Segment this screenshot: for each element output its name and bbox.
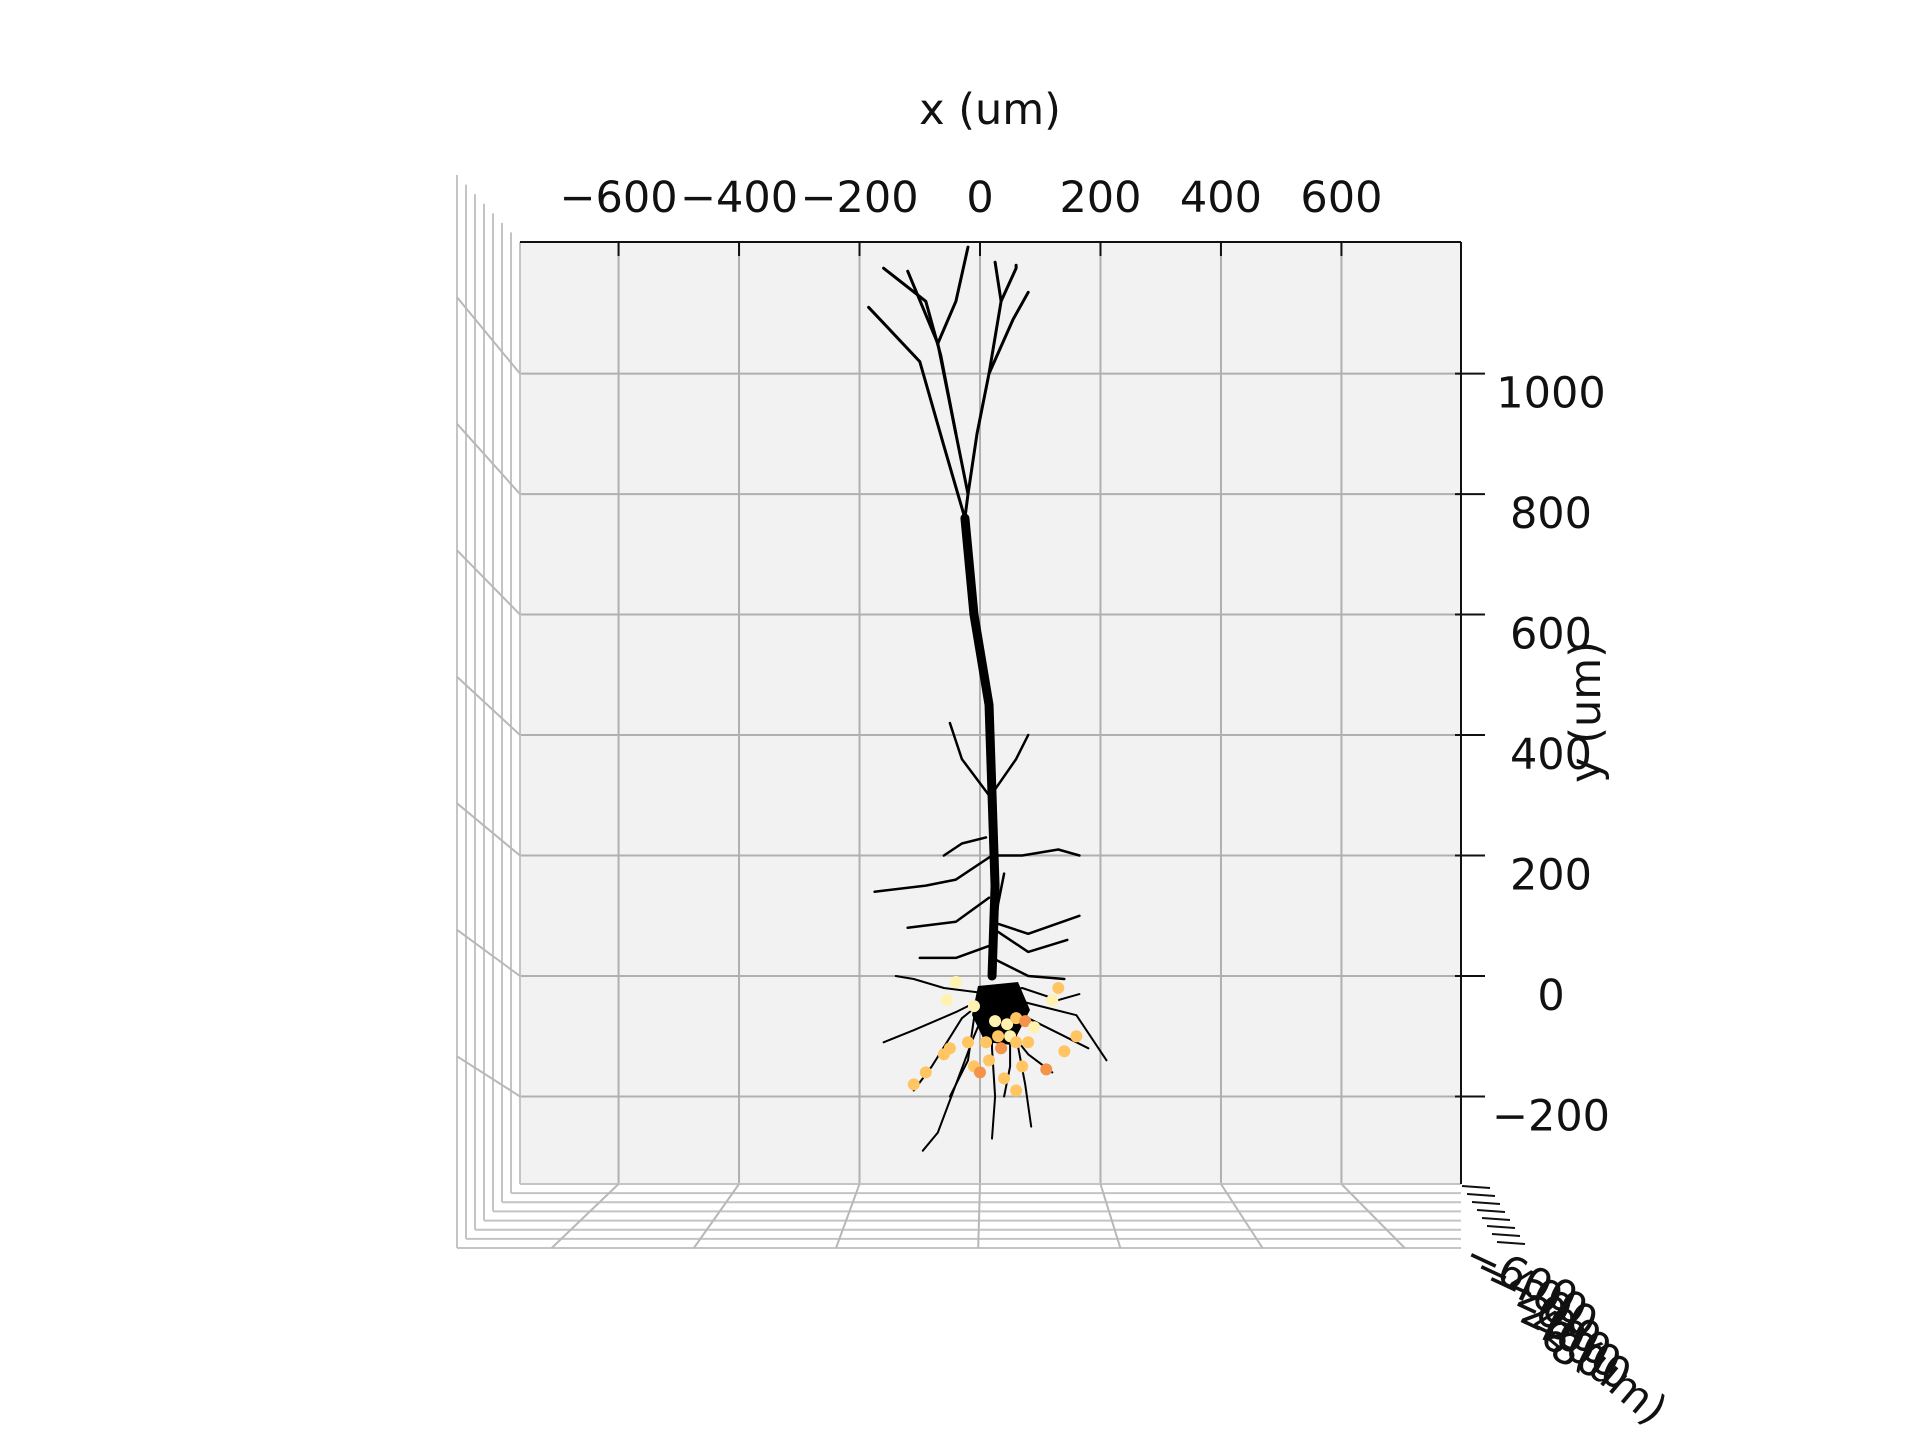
z-tick-mark: [1476, 1209, 1506, 1213]
synapse-point: [1046, 994, 1059, 1007]
synapse-point: [1010, 1012, 1023, 1025]
x-tick-label: −400: [680, 173, 798, 223]
soma: [972, 982, 1030, 1045]
z-tick-mark: [1466, 1193, 1496, 1197]
depth-pane-lines: [456, 175, 1461, 1249]
depth-grid-y: [456, 802, 521, 857]
synapse-point: [907, 1078, 920, 1091]
z-tick-mark: [1461, 1185, 1491, 1189]
synapse-point: [1019, 1015, 1032, 1028]
synapse-point: [992, 1030, 1005, 1043]
x-ticks: −600 −400 −200 0 200 400 600: [560, 173, 1382, 256]
synapse-point: [1058, 1045, 1071, 1058]
dendrite-oblique: [906, 896, 991, 930]
synapse-point: [983, 1054, 996, 1067]
x-tick-label: −600: [560, 173, 678, 223]
dendrite-oblique: [990, 956, 1066, 981]
depth-grid-y: [456, 423, 521, 495]
dendrite-apical: [882, 266, 958, 436]
synapse-point: [967, 1000, 980, 1013]
dendrite-apical: [867, 305, 967, 520]
dendrite-oblique: [993, 733, 1030, 791]
synapse-point: [937, 1048, 950, 1061]
dendrite-apical: [936, 245, 970, 345]
dendrite-basal: [894, 975, 993, 996]
synapse-point: [919, 1066, 932, 1079]
z-tick-mark: [1486, 1225, 1516, 1229]
z-tick-mark: [1481, 1217, 1511, 1221]
scatter-points: [907, 976, 1083, 1097]
depth-grid-y: [456, 928, 521, 977]
depth-grid-x: [693, 1183, 740, 1249]
x-tick-label: 400: [1180, 173, 1262, 223]
depth-grid-x: [551, 1183, 620, 1249]
x-axis-label: x (um): [919, 85, 1061, 135]
depth-grid-x: [977, 1183, 981, 1249]
synapse-point: [1070, 1030, 1083, 1043]
synapse-point: [1010, 1084, 1023, 1097]
y-axis-label: y (um): [1561, 641, 1611, 783]
synapse-point: [1010, 1036, 1023, 1049]
depth-grid-y: [456, 549, 521, 616]
z-tick-mark: [1471, 1201, 1501, 1205]
depth-grid-x: [1220, 1183, 1264, 1249]
z-tick-mark: [1491, 1233, 1521, 1237]
z-tick-mark: [1496, 1241, 1526, 1245]
synapse-point: [980, 1036, 993, 1049]
synapse-point: [1052, 982, 1065, 995]
depth-grid-x: [1340, 1183, 1406, 1249]
synapse-point: [940, 994, 953, 1007]
x-tick-label: 0: [966, 173, 993, 223]
synapse-point: [1022, 1036, 1035, 1049]
synapse-point: [989, 1015, 1002, 1028]
dendrite-oblique: [942, 836, 988, 857]
dendrite-apical: [999, 263, 1018, 303]
x-tick-label: 600: [1300, 173, 1382, 223]
dendrite-oblique: [990, 926, 1069, 954]
synapse-point: [961, 1036, 974, 1049]
axes-frame: [520, 241, 1462, 1184]
dendrite-oblique: [990, 914, 1081, 936]
y-tick-label: 0: [1537, 971, 1564, 1021]
y-tick-label: 400: [1510, 730, 1592, 780]
dendrite-oblique: [918, 944, 991, 960]
depth-grid-x: [835, 1183, 861, 1249]
y-tick-label: 1000: [1496, 369, 1605, 419]
y-tick-label: 200: [1510, 851, 1592, 901]
synapse-point: [995, 1042, 1008, 1055]
dendrite-apical: [987, 290, 1030, 376]
synapse-point: [974, 1066, 986, 1079]
depth-grid-x: [1099, 1183, 1122, 1249]
apical-trunk: [960, 513, 1000, 981]
depth-grid-y: [456, 676, 521, 736]
dendrite-oblique: [990, 848, 1081, 857]
dendrite-oblique: [948, 721, 991, 797]
synapse-point: [1028, 1021, 1041, 1034]
y-ticks: 1000 800 600 400 200 0 −200: [1455, 369, 1610, 1141]
x-tick-label: −200: [800, 173, 918, 223]
x-tick-label: 200: [1059, 173, 1141, 223]
y-tick-label: 600: [1510, 610, 1592, 660]
synapse-point: [949, 976, 962, 989]
depth-grid-y: [456, 296, 521, 375]
synapse-point: [1040, 1063, 1053, 1076]
synapse-point: [1016, 1060, 1029, 1073]
synapse-point: [998, 1072, 1011, 1085]
dendrite-oblique: [873, 854, 994, 893]
depth-grid-y: [456, 1055, 521, 1098]
y-tick-label: −200: [1492, 1091, 1610, 1141]
synapse-point: [1001, 1018, 1014, 1031]
y-tick-label: 800: [1510, 489, 1592, 539]
